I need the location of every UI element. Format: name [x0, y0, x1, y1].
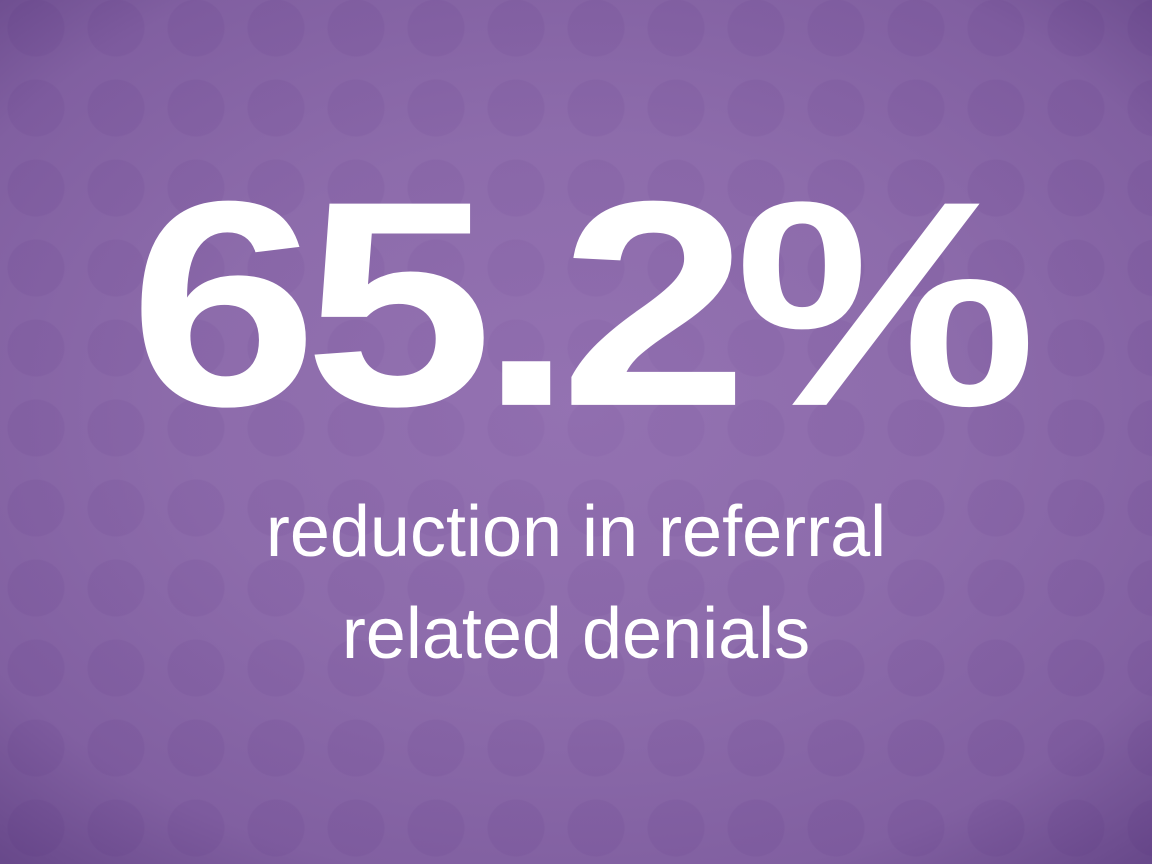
stat-caption-line-2: related denials [341, 594, 811, 674]
stat-value: 65.2% [128, 140, 1037, 468]
stat-caption-line-1: reduction in referral [265, 492, 887, 572]
